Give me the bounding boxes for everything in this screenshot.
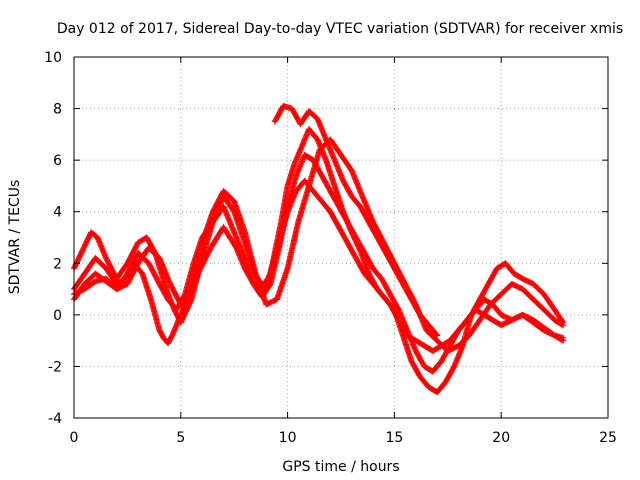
x-tick-label: 10 — [279, 430, 297, 446]
x-tick-label: 15 — [385, 430, 403, 446]
x-axis-label: GPS time / hours — [282, 459, 399, 475]
y-tick-label: 8 — [53, 102, 62, 118]
y-tick-label: 0 — [53, 308, 62, 324]
chart-title: Day 012 of 2017, Sidereal Day-to-day VTE… — [57, 21, 623, 37]
data-marks — [71, 102, 567, 396]
y-axis-label: SDTVAR / TECUs — [7, 180, 23, 295]
x-tick-label: 0 — [70, 430, 79, 446]
x-tick-label: 20 — [492, 430, 510, 446]
y-tick-label: 4 — [53, 205, 62, 221]
y-tick-label: 10 — [44, 50, 62, 66]
x-tick-label: 25 — [599, 430, 617, 446]
y-tick-label: 2 — [53, 256, 62, 272]
x-tick-label: 5 — [176, 430, 185, 446]
y-tick-label: -2 — [48, 359, 62, 375]
y-tick-label: 6 — [53, 153, 62, 169]
y-tick-label: -4 — [48, 411, 62, 427]
